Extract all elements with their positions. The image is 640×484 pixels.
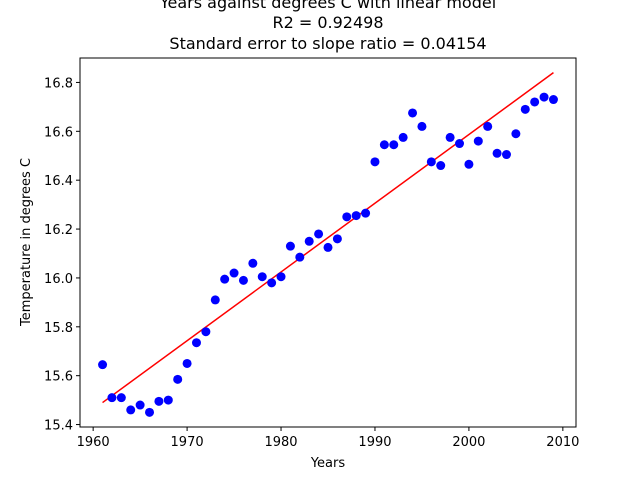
data-point — [173, 374, 183, 384]
data-point — [520, 104, 530, 114]
data-point — [501, 150, 511, 160]
data-point — [483, 121, 493, 131]
data-point — [436, 161, 446, 171]
data-point — [107, 393, 117, 403]
x-tick-label: 1970 — [171, 435, 204, 450]
data-point — [257, 272, 267, 282]
x-tick-label: 1960 — [77, 435, 110, 450]
data-point — [361, 208, 371, 218]
y-tick-label: 15.6 — [44, 370, 73, 385]
data-point — [267, 278, 277, 288]
data-point — [379, 140, 389, 150]
y-tick-label: 15.4 — [44, 419, 73, 434]
data-point — [530, 97, 540, 107]
data-point — [191, 338, 201, 348]
plot-area — [98, 72, 558, 417]
data-point — [248, 258, 258, 268]
data-point — [238, 275, 248, 285]
x-axis: 1960 1970 1980 1990 2000 2010 — [77, 427, 579, 450]
data-point — [323, 242, 333, 252]
data-point — [426, 157, 436, 167]
x-tick-label: 1980 — [264, 435, 297, 450]
data-point — [473, 136, 483, 146]
y-tick-label: 16.2 — [44, 223, 73, 238]
x-axis-label: Years — [310, 456, 346, 471]
chart-title-line-3: Standard error to slope ratio = 0.04154 — [169, 34, 486, 53]
chart-title: Years against degrees C with linear mode… — [159, 0, 496, 53]
y-tick-label: 16.8 — [44, 76, 73, 91]
data-point — [210, 295, 220, 305]
y-tick-label: 16.0 — [44, 272, 73, 287]
data-point — [116, 393, 126, 403]
y-axis-label: Temperature in degrees C — [19, 158, 34, 327]
y-tick-label: 15.8 — [44, 321, 73, 336]
data-point — [285, 241, 295, 251]
linear-fit-line — [102, 72, 554, 404]
data-point — [389, 140, 399, 150]
data-point — [201, 327, 211, 337]
data-point — [126, 405, 136, 415]
data-point — [220, 274, 230, 284]
data-point — [304, 236, 314, 246]
data-point — [539, 92, 549, 102]
data-point — [332, 234, 342, 244]
data-point — [408, 108, 418, 118]
x-tick-label: 2000 — [452, 435, 485, 450]
plot-frame — [79, 57, 577, 428]
data-point — [464, 159, 474, 169]
data-point — [417, 121, 427, 131]
data-point — [145, 407, 155, 417]
data-point — [154, 396, 164, 406]
data-point — [135, 400, 145, 410]
y-tick-label: 16.6 — [44, 125, 73, 140]
data-point — [314, 229, 324, 239]
data-point — [229, 268, 239, 278]
y-axis: 15.4 15.6 15.8 16.0 16.2 16.4 16.6 16.8 — [44, 76, 80, 434]
data-point — [98, 360, 108, 370]
data-point — [351, 211, 361, 221]
data-point — [511, 129, 521, 139]
x-tick-label: 2010 — [546, 435, 579, 450]
data-point — [548, 95, 558, 105]
data-point — [342, 212, 352, 222]
chart-title-line-2: R2 = 0.92498 — [272, 13, 383, 32]
chart-title-line-1: Years against degrees C with linear mode… — [159, 0, 496, 12]
data-point — [455, 139, 465, 149]
data-point — [276, 272, 286, 282]
x-tick-label: 1990 — [358, 435, 391, 450]
data-point — [492, 148, 502, 158]
data-point — [398, 132, 408, 142]
data-point — [182, 358, 192, 368]
y-tick-label: 16.4 — [44, 174, 73, 189]
data-point — [445, 132, 455, 142]
data-point — [163, 395, 173, 405]
data-point — [370, 157, 380, 167]
data-point — [295, 252, 305, 262]
